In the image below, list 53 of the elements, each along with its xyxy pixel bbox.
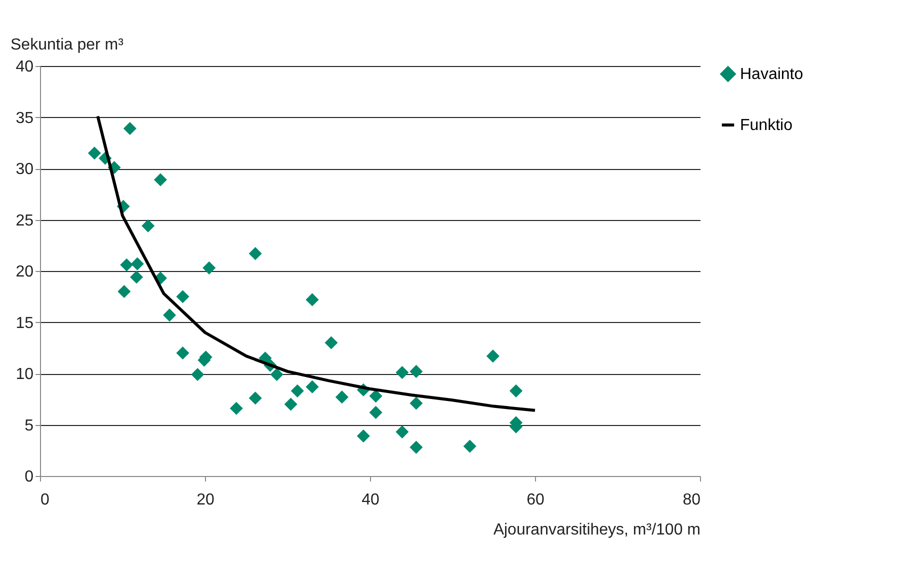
y-tick-label: 35: [16, 110, 34, 127]
y-tick-label: 30: [16, 161, 34, 178]
point: [486, 350, 500, 363]
y-tick-label: 20: [16, 264, 34, 280]
point: [369, 390, 382, 403]
point: [324, 336, 338, 350]
point: [248, 247, 262, 260]
point: [335, 390, 348, 404]
point: [130, 257, 144, 270]
point: [306, 293, 319, 306]
point: [120, 258, 134, 272]
x-axis-title: Ajouranvarsitiheys, m³/100 m: [493, 522, 700, 538]
line-series: [96, 114, 536, 412]
point: [230, 402, 243, 415]
point: [396, 425, 409, 438]
point: [88, 146, 101, 160]
point: [142, 219, 155, 232]
point: [463, 440, 476, 453]
point: [290, 384, 304, 398]
legend-label: Funktio: [740, 117, 793, 134]
x-tick-label: 80: [682, 492, 701, 508]
y-tick-label: 15: [16, 314, 34, 332]
point: [306, 380, 319, 394]
y-tick-label: 5: [24, 417, 34, 434]
point: [154, 173, 167, 186]
legend-label: Havainto: [740, 66, 804, 83]
point: [202, 261, 216, 274]
x-tick-label: 0: [40, 492, 50, 508]
point: [369, 406, 382, 419]
point: [284, 398, 298, 411]
x-tick-label: 60: [526, 492, 544, 508]
x-tick-label: 20: [196, 492, 214, 508]
point: [123, 122, 136, 136]
x-tick-label: 40: [362, 492, 380, 508]
point: [248, 392, 262, 405]
point: [176, 346, 190, 360]
point: [410, 396, 423, 410]
point: [163, 308, 176, 322]
point: [118, 284, 131, 298]
point: [191, 368, 204, 382]
point: [130, 270, 144, 284]
y-tick-label: 0: [24, 468, 34, 486]
y-tick-label: 40: [16, 58, 34, 76]
point: [410, 364, 423, 378]
y-tick-label: 10: [16, 366, 34, 383]
point: [270, 368, 284, 382]
point: [176, 290, 190, 304]
point: [410, 440, 423, 454]
point: [510, 384, 523, 398]
point: [356, 430, 370, 443]
point: [396, 366, 409, 379]
y-axis-title: Sekuntia per m³: [10, 36, 124, 54]
y-tick-label: 25: [16, 212, 34, 230]
